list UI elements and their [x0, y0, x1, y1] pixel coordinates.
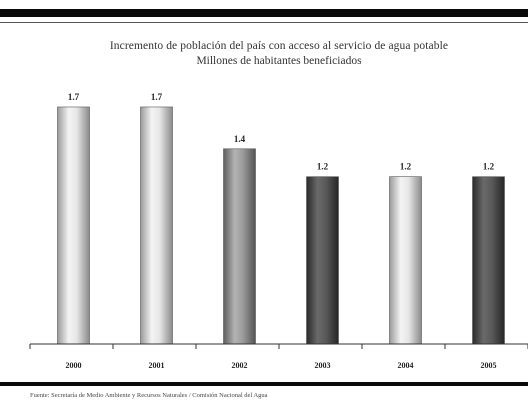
- bar-2001: [140, 106, 173, 345]
- source-note: Fuente: Secretaría de Medio Ambiente y R…: [30, 392, 268, 399]
- bar-2003: [306, 176, 339, 345]
- category-label-2004: 2004: [398, 361, 414, 370]
- top-rule: [0, 9, 528, 17]
- category-label-2000: 2000: [66, 361, 82, 370]
- category-label-2001: 2001: [149, 361, 165, 370]
- bar-2005: [472, 176, 505, 345]
- bottom-rule: [0, 382, 528, 386]
- value-label-2001: 1.7: [151, 92, 163, 102]
- bar-2000: [57, 106, 90, 345]
- bar-chart: 1.7 2000 1.7 2001 1.4 2002 1.2 2003 1.2 2004 1.2 20…: [29, 92, 528, 370]
- value-label-2002: 1.4: [234, 134, 246, 144]
- value-label-2005: 1.2: [483, 162, 495, 172]
- chart-title: Incremento de población del país con acc…: [109, 40, 449, 52]
- category-label-2003: 2003: [315, 361, 331, 370]
- category-label-2005: 2005: [481, 361, 497, 370]
- value-label-2000: 1.7: [68, 92, 80, 102]
- value-label-2003: 1.2: [317, 162, 329, 172]
- bar-2002: [223, 148, 256, 345]
- header-thin-rule: [0, 22, 528, 23]
- category-label-2002: 2002: [232, 361, 248, 370]
- bar-2004: [389, 176, 422, 345]
- chart-subtitle: Millones de habitantes beneficiados: [196, 55, 362, 67]
- value-label-2004: 1.2: [400, 162, 412, 172]
